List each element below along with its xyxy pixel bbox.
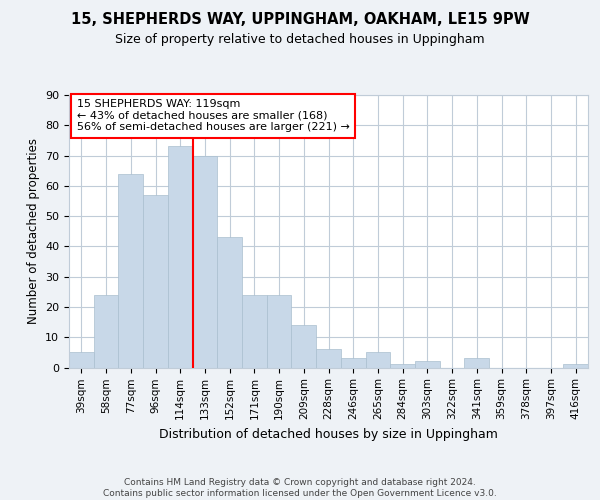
Bar — [292, 325, 316, 368]
Bar — [341, 358, 365, 368]
Bar — [94, 295, 118, 368]
Text: Size of property relative to detached houses in Uppingham: Size of property relative to detached ho… — [115, 32, 485, 46]
Text: 15, SHEPHERDS WAY, UPPINGHAM, OAKHAM, LE15 9PW: 15, SHEPHERDS WAY, UPPINGHAM, OAKHAM, LE… — [71, 12, 529, 28]
Bar — [316, 350, 341, 368]
X-axis label: Distribution of detached houses by size in Uppingham: Distribution of detached houses by size … — [159, 428, 498, 440]
Bar — [242, 295, 267, 368]
Bar — [69, 352, 94, 368]
Bar — [390, 364, 415, 368]
Bar — [563, 364, 588, 368]
Bar — [118, 174, 143, 368]
Bar — [415, 362, 440, 368]
Y-axis label: Number of detached properties: Number of detached properties — [26, 138, 40, 324]
Bar — [365, 352, 390, 368]
Bar — [168, 146, 193, 368]
Bar — [217, 238, 242, 368]
Bar — [143, 195, 168, 368]
Text: 15 SHEPHERDS WAY: 119sqm
← 43% of detached houses are smaller (168)
56% of semi-: 15 SHEPHERDS WAY: 119sqm ← 43% of detach… — [77, 99, 350, 132]
Bar — [193, 156, 217, 368]
Bar — [464, 358, 489, 368]
Bar — [267, 295, 292, 368]
Text: Contains HM Land Registry data © Crown copyright and database right 2024.
Contai: Contains HM Land Registry data © Crown c… — [103, 478, 497, 498]
